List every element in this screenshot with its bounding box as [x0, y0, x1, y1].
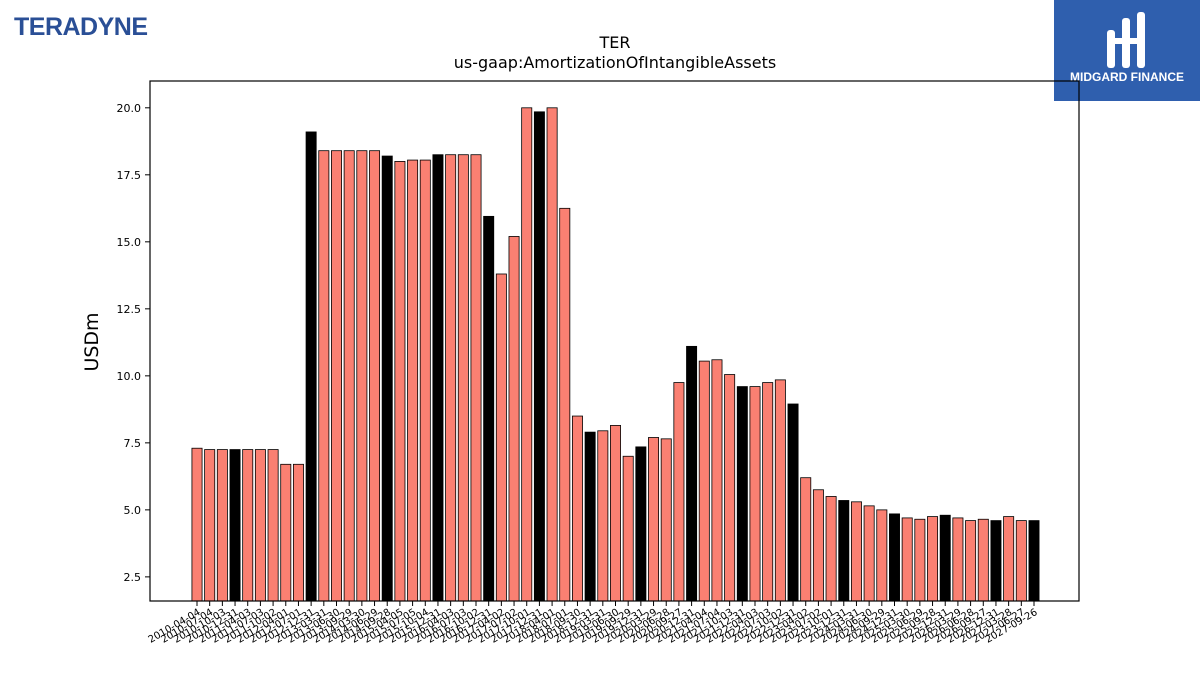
brand-logo: MIDGARD FINANCE [1054, 0, 1200, 101]
bar-2024-03-31 [850, 501, 862, 602]
bar-2023-10-01 [825, 496, 837, 602]
y-axis-label: USDm [81, 312, 103, 371]
chart-title: TER [599, 33, 631, 52]
y-tick-label: 7.5 [124, 437, 142, 450]
bar-2017-04-02 [495, 273, 507, 602]
bar-2020-03-29 [648, 437, 660, 602]
bar-2022-04-03 [749, 386, 761, 602]
bar-2018-09-30 [571, 415, 583, 602]
bar-2018-12-31 [584, 431, 596, 602]
bar-2023-07-02 [812, 489, 824, 602]
bar-2014-03-30 [356, 150, 368, 602]
bar-2026-12-31 [990, 520, 1002, 602]
bar-2021-04-04 [698, 360, 710, 602]
bar-2011-10-02 [267, 449, 279, 602]
bar-2014-09-28 [381, 155, 393, 602]
midgard-mark-icon [1107, 12, 1145, 68]
y-tick-label: 5.0 [124, 504, 142, 517]
bar-2011-04-03 [242, 449, 254, 602]
bar-2017-10-01 [521, 107, 533, 602]
bar-2018-07-01 [559, 207, 571, 602]
bar-2021-10-03 [724, 374, 736, 602]
bar-2027-03-28 [1003, 516, 1015, 602]
bar-2019-09-29 [622, 455, 634, 602]
bar-2019-12-31 [635, 446, 647, 602]
bar-2015-04-05 [394, 161, 406, 602]
bar-2020-06-28 [660, 438, 672, 602]
bar-2012-04-01 [280, 463, 292, 602]
bar-2016-12-31 [483, 215, 495, 602]
bar-2019-03-31 [597, 430, 609, 602]
y-tick-label: 12.5 [117, 303, 142, 316]
bar-2026-03-29 [952, 517, 964, 602]
bar-2027-06-27 [1015, 520, 1027, 602]
bar-2022-07-03 [762, 382, 774, 602]
bar-2013-03-31 [318, 150, 330, 602]
bar-2021-12-31 [736, 386, 748, 602]
bar-series [191, 107, 1040, 602]
bar-2015-07-05 [407, 159, 419, 602]
bar-2025-03-30 [901, 517, 913, 602]
bar-2018-04-01 [546, 107, 558, 602]
bar-2012-07-01 [292, 463, 304, 602]
y-tick-label: 15.0 [117, 236, 142, 249]
bar-2020-09-27 [673, 382, 685, 602]
brand-logo-text: MIDGARD FINANCE [1070, 70, 1184, 84]
bar-2013-06-30 [331, 150, 342, 602]
bar-2014-06-29 [369, 150, 381, 602]
bar-2013-09-29 [343, 150, 355, 602]
bar-2010-10-03 [216, 449, 228, 602]
bar-2015-10-04 [419, 159, 431, 602]
bar-2017-07-02 [508, 236, 520, 602]
bar-2011-07-03 [254, 449, 266, 602]
bar-2024-06-30 [863, 505, 875, 602]
bar-2021-07-04 [711, 359, 723, 602]
chart-subtitle: us-gaap:AmortizationOfIntangibleAssets [454, 53, 776, 72]
bar-2020-12-31 [686, 345, 698, 602]
plot-frame [149, 80, 1080, 602]
bar-2010-07-04 [204, 449, 216, 602]
bar-2026-09-27 [977, 518, 989, 602]
bar-2026-06-28 [965, 520, 977, 602]
bar-2024-09-29 [876, 509, 888, 602]
y-tick-label: 10.0 [117, 370, 142, 383]
bar-2025-06-29 [914, 518, 926, 602]
bar-2025-09-28 [927, 516, 939, 602]
bar-2016-04-03 [445, 154, 457, 602]
x-axis-ticks: 2010-04-042010-07-042010-10-032010-12-31… [147, 601, 1040, 646]
bar-2019-06-30 [610, 425, 621, 602]
bar-2023-12-31 [838, 500, 850, 602]
y-tick-label: 17.5 [117, 169, 142, 182]
bar-2022-12-31 [787, 403, 799, 602]
y-axis-ticks: 2.5 5.0 7.5 10.0 12.5 15.0 17.5 20.0 [117, 102, 150, 584]
y-tick-label: 2.5 [124, 571, 142, 584]
bar-2023-04-02 [800, 477, 812, 602]
bar-2022-10-02 [774, 379, 786, 602]
bar-2012-12-31 [305, 131, 317, 602]
bar-2024-12-31 [889, 513, 900, 602]
bar-2025-12-31 [939, 514, 951, 602]
bar-2010-04-04 [191, 447, 203, 602]
bar-2027-09-26 [1028, 520, 1040, 602]
company-logo-text: TERADYNE [14, 13, 148, 41]
bar-2010-12-31 [229, 449, 241, 602]
bar-2015-12-31 [432, 154, 444, 602]
bar-2016-07-03 [457, 154, 469, 602]
bar-2017-12-31 [533, 111, 545, 602]
y-tick-label: 20.0 [117, 102, 142, 115]
bar-2016-10-02 [470, 154, 482, 602]
